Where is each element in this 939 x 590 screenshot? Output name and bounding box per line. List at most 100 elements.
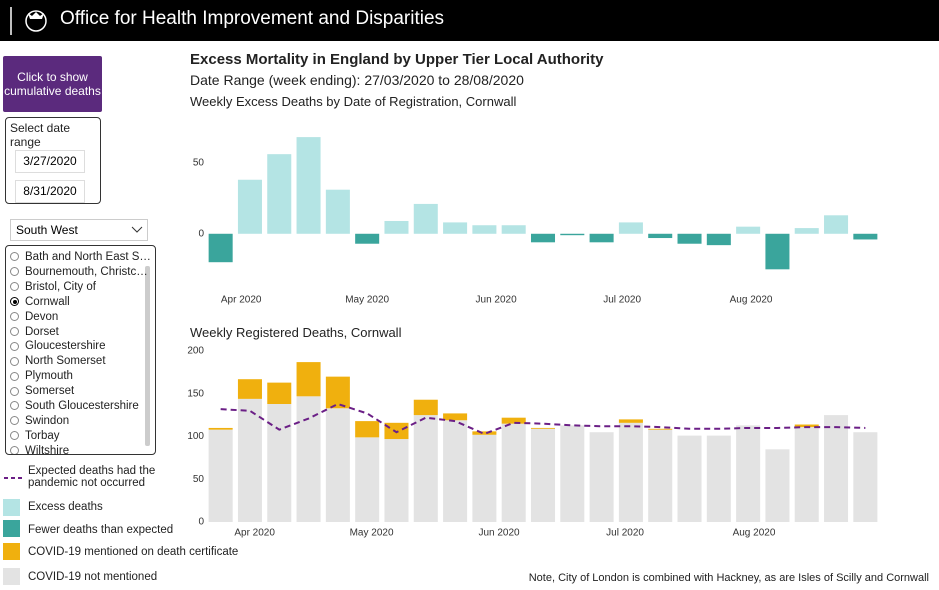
area-name: Bath and North East S… xyxy=(25,251,151,263)
radio[interactable] xyxy=(10,416,19,426)
bar-segment xyxy=(589,432,614,522)
bar-segment xyxy=(355,437,380,522)
y-tick-label: 100 xyxy=(187,431,204,442)
y-tick-label: 150 xyxy=(187,388,204,399)
area-option[interactable]: Swindon xyxy=(10,415,69,427)
legend-swatch xyxy=(3,499,20,516)
x-tick-label: Jul 2020 xyxy=(606,528,644,539)
x-tick-label: Apr 2020 xyxy=(221,295,262,306)
legend-label: COVID-19 mentioned on death certificate xyxy=(28,546,239,558)
bar-segment xyxy=(472,431,497,435)
chevron xyxy=(131,226,143,233)
x-tick-label: Aug 2020 xyxy=(733,528,776,539)
radio[interactable] xyxy=(10,297,19,307)
bar xyxy=(648,233,673,239)
bar-segment xyxy=(706,435,731,522)
bar xyxy=(325,189,350,234)
bar-segment xyxy=(208,429,233,522)
scrollbar[interactable] xyxy=(145,266,150,446)
area-option[interactable]: Somerset xyxy=(10,385,74,397)
x-tick-label: Aug 2020 xyxy=(730,295,773,306)
radio[interactable] xyxy=(10,446,19,454)
x-tick-label: Jun 2020 xyxy=(478,528,520,539)
region-value: South West xyxy=(16,223,78,237)
region-dropdown[interactable]: South West xyxy=(10,219,148,241)
legend-label: COVID-19 not mentioned xyxy=(28,571,158,583)
area-option[interactable]: North Somerset xyxy=(10,355,106,367)
bar-segment xyxy=(648,428,673,430)
legend-label: Expected deaths had the pandemic not occ… xyxy=(28,465,156,489)
radio[interactable] xyxy=(10,431,19,441)
radio[interactable] xyxy=(10,267,19,277)
chart-title: Weekly Registered Deaths, Cornwall xyxy=(190,325,402,340)
x-tick-label: Jul 2020 xyxy=(603,295,641,306)
y-tick-label: 0 xyxy=(198,228,204,239)
area-option[interactable]: Bristol, City of xyxy=(10,281,96,293)
legend-swatch xyxy=(3,568,20,585)
bar xyxy=(472,225,497,234)
bar xyxy=(706,233,731,246)
bar-segment xyxy=(296,362,321,397)
bar-segment xyxy=(530,428,556,522)
x-tick-label: Jun 2020 xyxy=(476,295,518,306)
header-title: Office for Health Improvement and Dispar… xyxy=(60,8,445,29)
radio[interactable] xyxy=(10,282,19,292)
chart-title: Weekly Excess Deaths by Date of Registra… xyxy=(190,94,517,109)
bar-segment xyxy=(765,449,790,522)
bar xyxy=(618,222,643,234)
bar xyxy=(443,222,468,234)
bar xyxy=(296,137,321,234)
bar xyxy=(560,233,585,236)
bar-segment xyxy=(677,435,702,522)
bar-segment xyxy=(560,425,585,522)
start-date[interactable]: 3/27/2020 xyxy=(15,150,85,173)
area-option[interactable]: Cornwall xyxy=(10,296,70,308)
bar-segment xyxy=(267,382,292,404)
y-tick-label: 0 xyxy=(198,517,204,528)
radio[interactable] xyxy=(10,326,19,336)
bar-segment xyxy=(618,419,643,423)
radio[interactable] xyxy=(10,386,19,396)
radio[interactable] xyxy=(10,371,19,381)
bar-segment xyxy=(736,425,761,522)
area-option[interactable]: Wiltshire xyxy=(10,445,69,454)
area-option[interactable]: South Gloucestershire xyxy=(10,400,139,412)
radio[interactable] xyxy=(10,401,19,411)
end-date[interactable]: 8/31/2020 xyxy=(15,180,85,203)
legend-label: Fewer deaths than expected xyxy=(28,524,174,536)
area-option[interactable]: Bath and North East S… xyxy=(10,251,151,263)
bar-segment xyxy=(443,413,468,421)
area-name: Swindon xyxy=(25,414,70,427)
legend-label: Excess deaths xyxy=(28,501,103,513)
radio[interactable] xyxy=(10,356,19,366)
bar xyxy=(677,233,702,244)
legend-swatch xyxy=(3,520,20,537)
bar-segment xyxy=(853,432,878,522)
area-option[interactable]: Gloucestershire xyxy=(10,340,106,352)
subtitle: Date Range (week ending): 27/03/2020 to … xyxy=(190,72,524,88)
x-tick-label: May 2020 xyxy=(345,295,389,306)
bar-segment xyxy=(237,398,262,522)
cumulative-button[interactable]: Click to show cumulative deaths xyxy=(3,56,102,112)
area-option[interactable]: Torbay xyxy=(10,430,60,442)
bar xyxy=(853,233,878,240)
area-name: Dorset xyxy=(25,325,59,338)
area-option[interactable]: Dorset xyxy=(10,326,59,338)
area-name: Torbay xyxy=(25,429,60,442)
area-option[interactable]: Devon xyxy=(10,311,58,323)
bar xyxy=(765,233,790,270)
area-option[interactable]: Bournemouth, Christc… xyxy=(10,266,148,278)
bar-segment xyxy=(355,421,380,438)
radio[interactable] xyxy=(10,252,19,262)
note: Note, City of London is combined with Ha… xyxy=(528,572,929,584)
area-name: Devon xyxy=(25,310,59,323)
area-name: North Somerset xyxy=(25,355,106,368)
radio[interactable] xyxy=(10,341,19,351)
area-option[interactable]: Plymouth xyxy=(10,370,73,382)
area-name: Plymouth xyxy=(25,370,73,383)
bar xyxy=(589,233,614,243)
y-tick-label: 50 xyxy=(193,474,205,485)
bar-segment xyxy=(267,404,292,522)
radio[interactable] xyxy=(10,312,19,322)
